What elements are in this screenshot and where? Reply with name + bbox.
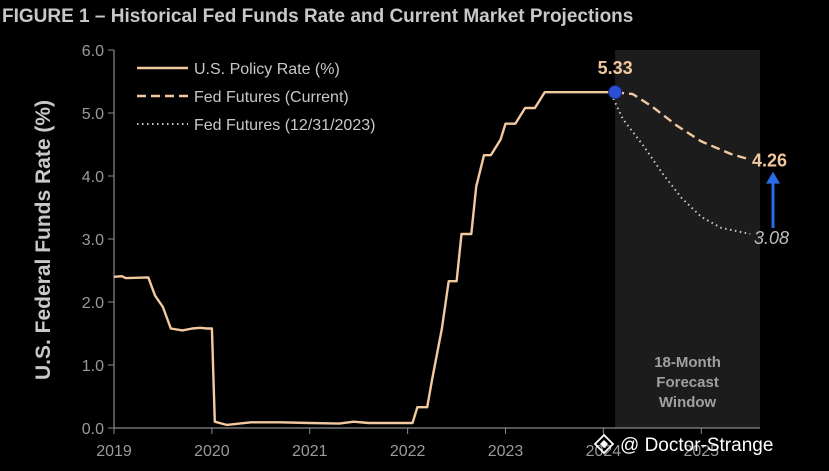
legend-entry: Fed Futures (12/31/2023) bbox=[194, 117, 375, 134]
x-tick-label: 2020 bbox=[194, 443, 230, 460]
y-tick-label: 5.0 bbox=[82, 106, 104, 123]
forecast-window-label: Window bbox=[659, 394, 717, 411]
forecast-window: 18-Month Forecast Window bbox=[615, 50, 760, 428]
watermark-text: @ Doctor-Strange bbox=[620, 435, 773, 456]
forecast-window-label: Forecast bbox=[656, 374, 719, 391]
forecast-window-label: 18-Month bbox=[654, 354, 721, 371]
annotations: 5.33 4.26 3.08 bbox=[598, 58, 789, 248]
forecast-window-shade bbox=[615, 50, 760, 428]
x-tick-label: 2019 bbox=[96, 443, 132, 460]
series-layer bbox=[113, 91, 751, 427]
current-rate-marker bbox=[608, 85, 623, 100]
x-tick-labels: 2019 2020 2021 2022 2023 2024 2025 bbox=[96, 428, 719, 460]
y-tick-label: 0.0 bbox=[82, 421, 104, 438]
current-rate-label: 5.33 bbox=[598, 58, 633, 78]
y-tick-label: 4.0 bbox=[82, 169, 104, 186]
y-tick-labels: 0.0 1.0 2.0 3.0 4.0 5.0 6.0 bbox=[82, 43, 114, 438]
legend-entry: Fed Futures (Current) bbox=[194, 89, 349, 106]
y-tick-label: 2.0 bbox=[82, 295, 104, 312]
chart-title: FIGURE 1 – Historical Fed Funds Rate and… bbox=[2, 6, 633, 27]
legend-entry: U.S. Policy Rate (%) bbox=[194, 61, 340, 78]
current-futures-end-label: 4.26 bbox=[752, 151, 787, 171]
diamond-logo-icon bbox=[593, 433, 615, 455]
y-tick-label: 1.0 bbox=[82, 358, 104, 375]
x-tick-label: 2025 bbox=[683, 443, 719, 460]
y-tick-label: 6.0 bbox=[82, 43, 104, 60]
y-tick-label: 3.0 bbox=[82, 232, 104, 249]
up-arrow-head bbox=[766, 171, 780, 184]
series-line-policy-rate bbox=[113, 91, 616, 427]
x-tick-label: 2023 bbox=[488, 443, 524, 460]
series-line-futures-old bbox=[610, 93, 751, 235]
y-axis-label: U.S. Federal Funds Rate (%) bbox=[32, 100, 55, 380]
x-tick-label: 2022 bbox=[390, 443, 426, 460]
legend: U.S. Policy Rate (%) Fed Futures (Current… bbox=[137, 61, 375, 134]
watermark: @ Doctor-Strange bbox=[593, 433, 773, 456]
x-tick-label: 2021 bbox=[292, 443, 328, 460]
old-futures-end-label: 3.08 bbox=[754, 228, 789, 248]
up-arrow-icon bbox=[766, 171, 780, 228]
series-line-futures-current bbox=[614, 91, 751, 161]
